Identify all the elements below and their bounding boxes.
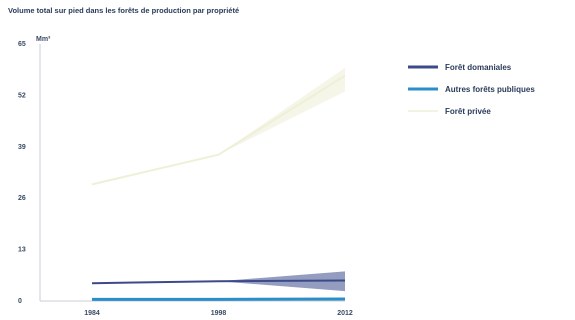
legend-label: Forêt domaniales [445, 63, 512, 72]
series-band [92, 67, 345, 185]
series-line [91, 74, 346, 186]
y-tick-label: 26 [18, 195, 26, 202]
legend-label: Forêt privée [445, 107, 491, 116]
x-tick-labels: 1984 1998 2012 [84, 310, 353, 317]
y-tick-label: 39 [18, 144, 26, 151]
series-line [91, 279, 346, 285]
y-unit-label: Mm³ [36, 36, 51, 43]
x-tick-label: 1984 [84, 310, 100, 317]
legend-label: Autres forêts publiques [445, 85, 535, 94]
legend: Forêt domaniales Autres forêts publiques F… [408, 63, 535, 116]
y-tick-label: 52 [18, 92, 26, 99]
confidence-bands [92, 67, 345, 292]
y-tick-label: 65 [18, 41, 26, 48]
y-tick-labels: 0 13 26 39 52 65 [18, 41, 26, 305]
x-tick-label: 2012 [337, 310, 353, 317]
y-tick-label: 0 [18, 298, 22, 305]
x-tick-label: 1998 [211, 310, 227, 317]
chart-title: Volume total sur pied dans les forêts de… [8, 6, 240, 15]
series-lines [91, 74, 346, 301]
y-tick-label: 13 [18, 247, 26, 254]
